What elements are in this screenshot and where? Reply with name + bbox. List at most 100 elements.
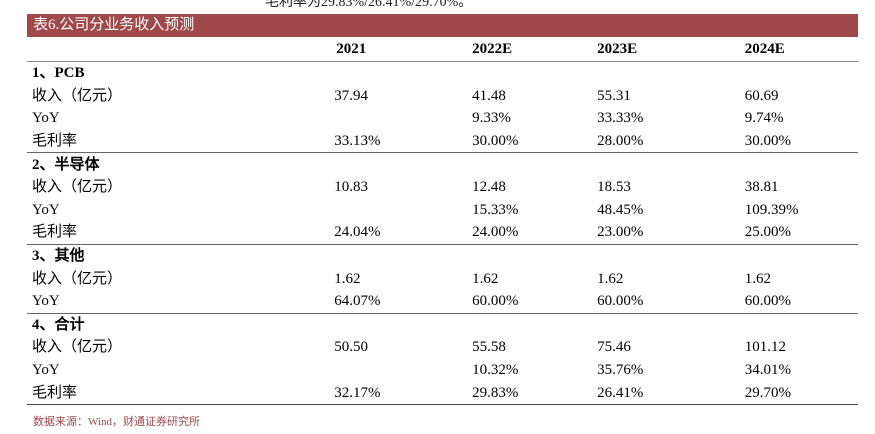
row-label: 收入（亿元）	[32, 270, 123, 287]
row-label: 收入（亿元）	[32, 87, 123, 104]
section-heading-row: 2、半导体	[27, 152, 858, 176]
empty-cell	[597, 152, 745, 176]
table-row: YoY 9.33% 33.33% 9.74%	[27, 107, 858, 130]
header-cell: 2022E	[472, 37, 598, 62]
empty-cell	[745, 62, 858, 85]
empty-cell	[472, 62, 597, 85]
empty-cell	[744, 152, 858, 176]
value-cell: 9.33%	[472, 110, 511, 127]
value-cell: 101.12	[744, 339, 786, 356]
value-cell: 25.00%	[744, 224, 791, 241]
header-cell: 2024E	[744, 37, 858, 62]
forecast-table: 2021 2022E 2023E 2024E 1、PCB 收入（亿元） 37.94 4…	[27, 37, 858, 405]
section-heading-row: 1、PCB	[27, 62, 858, 85]
value-cell: 18.53	[597, 179, 631, 196]
table-row: 收入（亿元） 10.83 12.48 18.53 38.81	[27, 176, 858, 199]
section-heading-row: 3、其他	[27, 243, 858, 268]
empty-cell	[597, 243, 745, 268]
empty-cell	[334, 62, 472, 85]
value-cell	[334, 199, 472, 222]
value-cell: 50.50	[334, 339, 369, 356]
section-heading-row: 4、合计	[27, 312, 858, 337]
value-cell: 35.76%	[597, 362, 644, 379]
value-cell: 60.69	[744, 87, 779, 104]
value-cell: 10.83	[334, 179, 369, 196]
table-header-row: 2021 2022E 2023E 2024E	[27, 37, 858, 62]
value-cell: 30.00%	[744, 133, 791, 150]
value-cell	[334, 107, 472, 130]
table-title: 表6.公司分业务收入预测	[33, 17, 195, 33]
value-cell: 37.94	[334, 87, 369, 104]
empty-cell	[744, 243, 858, 268]
table-row: 毛利率 32.17% 29.83% 26.41% 29.70%	[27, 381, 858, 405]
value-cell: 34.01%	[744, 362, 791, 379]
row-label: YoY	[32, 201, 60, 218]
empty-cell	[334, 312, 473, 337]
table-row: 收入（亿元） 1.62 1.62 1.62 1.62	[27, 267, 858, 290]
table-row: 收入（亿元） 50.50 55.58 75.46 101.12	[27, 336, 858, 359]
empty-cell	[472, 243, 598, 268]
value-cell: 1.62	[597, 270, 624, 287]
value-cell: 60.00%	[597, 293, 644, 310]
empty-cell	[472, 312, 598, 337]
table-row: YoY 15.33% 48.45% 109.39%	[27, 199, 858, 222]
value-cell: 29.70%	[744, 381, 858, 405]
top-text-fragment: 毛利率为29.83%/26.41%/29.70%。	[265, 0, 473, 10]
row-label: 收入（亿元）	[32, 339, 123, 356]
header-cell: 2023E	[597, 37, 745, 62]
value-cell	[334, 359, 472, 382]
value-cell: 55.31	[597, 87, 631, 104]
value-cell: 24.04%	[334, 224, 381, 241]
value-cell: 1.62	[744, 270, 771, 287]
row-label: 毛利率	[32, 224, 78, 241]
value-cell: 15.33%	[472, 201, 519, 218]
table-row: 收入（亿元） 37.94 41.48 55.31 60.69	[27, 85, 858, 108]
value-cell: 60.00%	[472, 293, 519, 310]
value-cell: 12.48	[472, 179, 506, 196]
value-cell: 23.00%	[597, 224, 644, 241]
value-cell: 75.46	[597, 339, 631, 356]
table-row: 毛利率 33.13% 30.00% 28.00% 30.00%	[27, 130, 858, 153]
value-cell: 29.83%	[472, 381, 598, 405]
value-cell: 32.17%	[334, 381, 473, 405]
table-row: YoY 10.32% 35.76% 34.01%	[27, 359, 858, 382]
value-cell: 60.00%	[744, 293, 791, 310]
value-cell: 33.33%	[597, 110, 644, 127]
row-label: YoY	[32, 110, 60, 127]
value-cell: 9.74%	[744, 110, 784, 127]
empty-cell	[744, 312, 858, 337]
value-cell: 33.13%	[334, 133, 381, 150]
value-cell: 1.62	[472, 270, 499, 287]
header-cell: 2021	[334, 37, 473, 62]
row-label: YoY	[32, 293, 60, 310]
section-heading: 1、PCB	[32, 65, 85, 82]
row-label: YoY	[32, 362, 60, 379]
value-cell: 48.45%	[597, 201, 644, 218]
value-cell: 55.58	[472, 339, 506, 356]
value-cell: 24.00%	[472, 224, 519, 241]
value-cell: 30.00%	[472, 133, 519, 150]
empty-cell	[334, 152, 473, 176]
section-heading: 3、其他	[27, 243, 335, 268]
section-heading: 4、合计	[27, 312, 335, 337]
value-cell: 10.32%	[472, 362, 519, 379]
row-label: 毛利率	[32, 133, 78, 150]
value-cell: 64.07%	[334, 293, 381, 310]
value-cell: 28.00%	[597, 133, 644, 150]
section-heading: 2、半导体	[27, 152, 335, 176]
value-cell: 1.62	[334, 270, 361, 287]
value-cell: 41.48	[472, 87, 506, 104]
table-title-bar: 表6.公司分业务收入预测	[27, 14, 858, 37]
value-cell: 26.41%	[597, 381, 745, 405]
empty-cell	[334, 243, 473, 268]
table-row: YoY 64.07% 60.00% 60.00% 60.00%	[27, 290, 858, 313]
value-cell: 38.81	[744, 179, 779, 196]
row-label: 收入（亿元）	[32, 179, 123, 196]
empty-cell	[597, 312, 745, 337]
empty-cell	[597, 62, 745, 85]
source-note: 数据来源：Wind，财通证券研究所	[33, 416, 200, 428]
value-cell: 109.39%	[744, 201, 799, 218]
header-cell	[27, 37, 335, 62]
table-row: 毛利率 24.04% 24.00% 23.00% 25.00%	[27, 221, 858, 244]
row-label: 毛利率	[27, 381, 335, 405]
